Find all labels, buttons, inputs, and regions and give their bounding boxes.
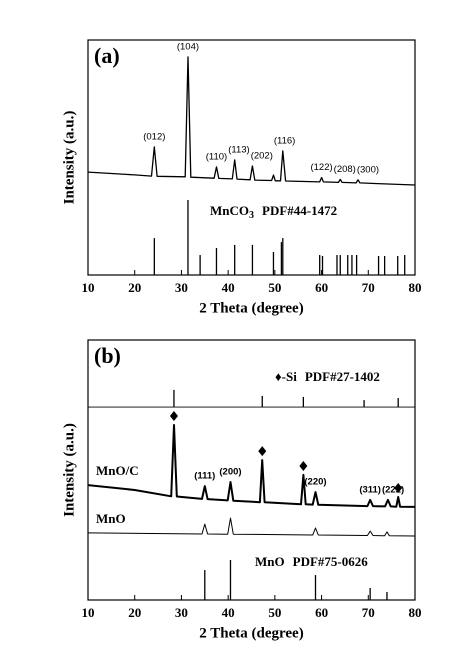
- reference-label: ♦-Si PDF#27-1402: [275, 369, 380, 384]
- peak-label: (222): [382, 484, 404, 495]
- reference-element: -Si: [282, 369, 298, 384]
- x-tick-label: 80: [409, 280, 422, 295]
- plot-frame: [87, 39, 416, 276]
- reference-card: PDF#75-0626: [293, 554, 369, 569]
- x-tick-label: 80: [409, 605, 422, 620]
- x-tick-label: 20: [128, 280, 141, 295]
- peak-label: (200): [219, 466, 241, 477]
- peak-label: (122): [310, 162, 332, 173]
- x-tick-label: 10: [82, 280, 95, 295]
- peak-label: (220): [304, 477, 326, 488]
- peak-label: (202): [251, 150, 273, 161]
- x-tick-label: 10: [82, 605, 95, 620]
- si-marker: [258, 446, 267, 457]
- x-tick-label: 70: [362, 280, 375, 295]
- y-axis-label: Intensity (a.u.): [61, 111, 77, 205]
- x-tick-label: 60: [315, 605, 328, 620]
- x-tick-label: 60: [315, 280, 328, 295]
- si-marker: [169, 411, 178, 422]
- peak-label: (208): [334, 164, 356, 175]
- peak-label: (300): [357, 164, 379, 175]
- x-tick-label: 50: [268, 605, 281, 620]
- series-label: MnO/C: [96, 463, 139, 478]
- si-marker: [394, 483, 403, 494]
- x-axis-label: 2 Theta (degree): [199, 300, 303, 316]
- x-tick-label: 40: [222, 605, 235, 620]
- x-tick-label: 50: [268, 280, 281, 295]
- peak-label: (116): [274, 135, 295, 146]
- series-label: MnO: [96, 511, 126, 526]
- xrd-pattern: [87, 517, 416, 537]
- peak-label: (110): [206, 151, 227, 162]
- x-axis-label: 2 Theta (degree): [199, 625, 303, 641]
- x-tick-label: 30: [175, 605, 188, 620]
- peak-label: (012): [143, 131, 165, 142]
- panel-label: (a): [94, 43, 120, 68]
- x-tick-label: 20: [128, 605, 141, 620]
- reference-symbol: ♦: [275, 369, 282, 384]
- xrd-pattern: [87, 56, 416, 186]
- reference-subscript: 3: [249, 210, 254, 221]
- panel-label: (b): [94, 343, 121, 368]
- reference-formula: MnCO: [210, 203, 249, 218]
- x-tick-label: 70: [362, 605, 375, 620]
- plot-frame: [87, 339, 416, 601]
- x-tick-label: 40: [222, 280, 235, 295]
- reference-label: MnO PDF#75-0626: [255, 554, 368, 569]
- reference-formula: MnO: [255, 554, 285, 569]
- peak-label: (111): [194, 471, 215, 482]
- reference-card: PDF#44-1472: [262, 203, 337, 218]
- si-marker: [299, 460, 308, 471]
- x-tick-label: 30: [175, 280, 188, 295]
- reference-card: PDF#27-1402: [305, 369, 380, 384]
- peak-label: (311): [359, 484, 381, 495]
- peak-label: (113): [228, 144, 249, 155]
- peak-label: (104): [177, 41, 199, 52]
- xrd-pattern: [87, 424, 416, 508]
- reference-label: MnCO3 PDF#44-1472: [210, 203, 337, 221]
- y-axis-label: Intensity (a.u.): [61, 423, 77, 517]
